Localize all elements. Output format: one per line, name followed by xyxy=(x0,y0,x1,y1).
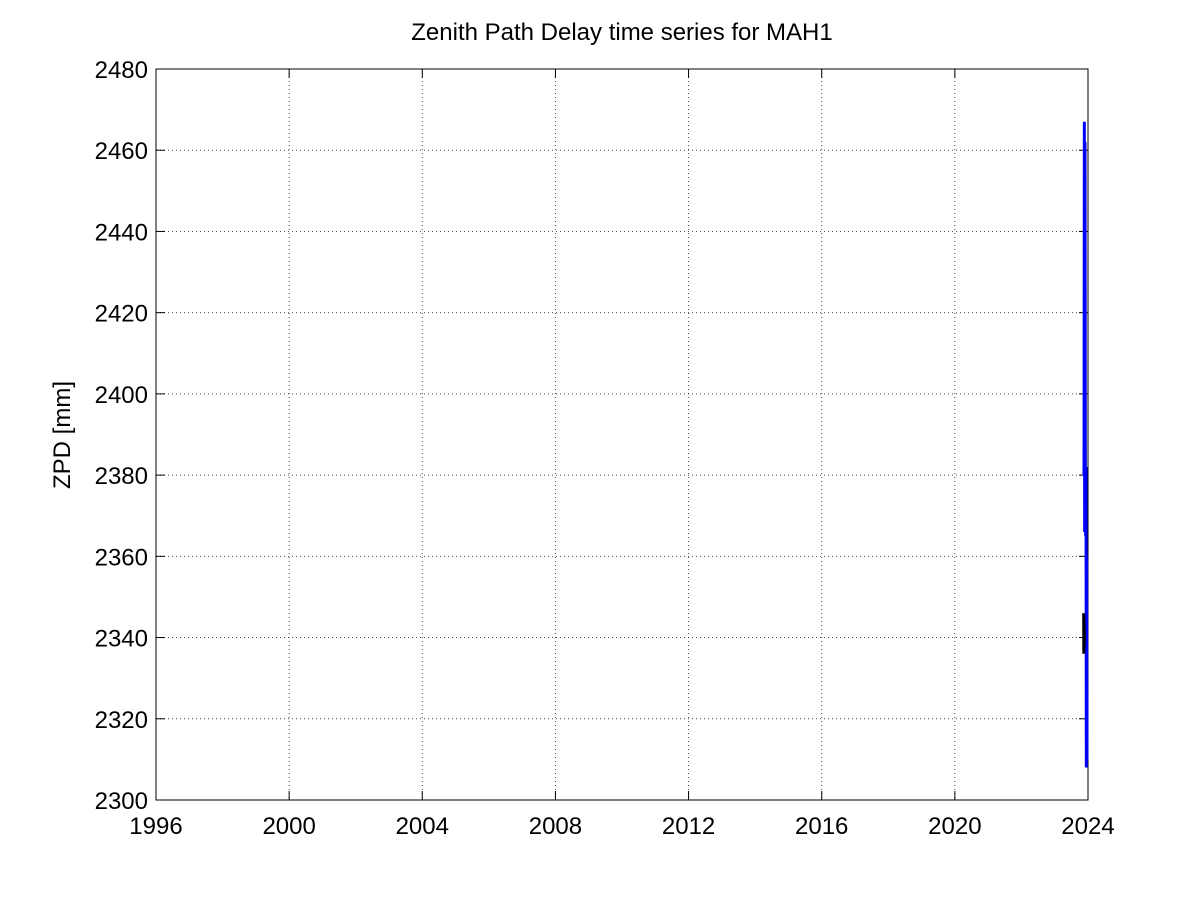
x-tick-label: 2020 xyxy=(928,813,981,840)
x-tick-label: 1996 xyxy=(129,813,182,840)
x-tick-label: 2024 xyxy=(1061,813,1114,840)
plot-frame xyxy=(155,68,1089,801)
y-tick-label: 2480 xyxy=(95,57,148,84)
series-line xyxy=(1082,121,1089,768)
y-tick-label: 2340 xyxy=(95,626,148,653)
y-tick-label: 2420 xyxy=(95,301,148,328)
y-tick-label: 2300 xyxy=(95,788,148,815)
y-axis-label: ZPD [mm] xyxy=(49,381,76,489)
x-tick-label: 2000 xyxy=(262,813,315,840)
y-tick-label: 2400 xyxy=(95,382,148,409)
chart-title: Zenith Path Delay time series for MAH1 xyxy=(411,19,833,46)
x-tick-label: 2008 xyxy=(529,813,582,840)
x-tick-label: 2012 xyxy=(662,813,715,840)
y-tick-label: 2440 xyxy=(95,219,148,246)
y-tick-label: 2360 xyxy=(95,544,148,571)
x-tick-label: 2016 xyxy=(795,813,848,840)
x-tick-label: 2004 xyxy=(396,813,449,840)
y-tick-label: 2460 xyxy=(95,138,148,165)
series-line xyxy=(1082,613,1086,654)
y-tick-label: 2380 xyxy=(95,463,148,490)
y-tick-label: 2320 xyxy=(95,707,148,734)
